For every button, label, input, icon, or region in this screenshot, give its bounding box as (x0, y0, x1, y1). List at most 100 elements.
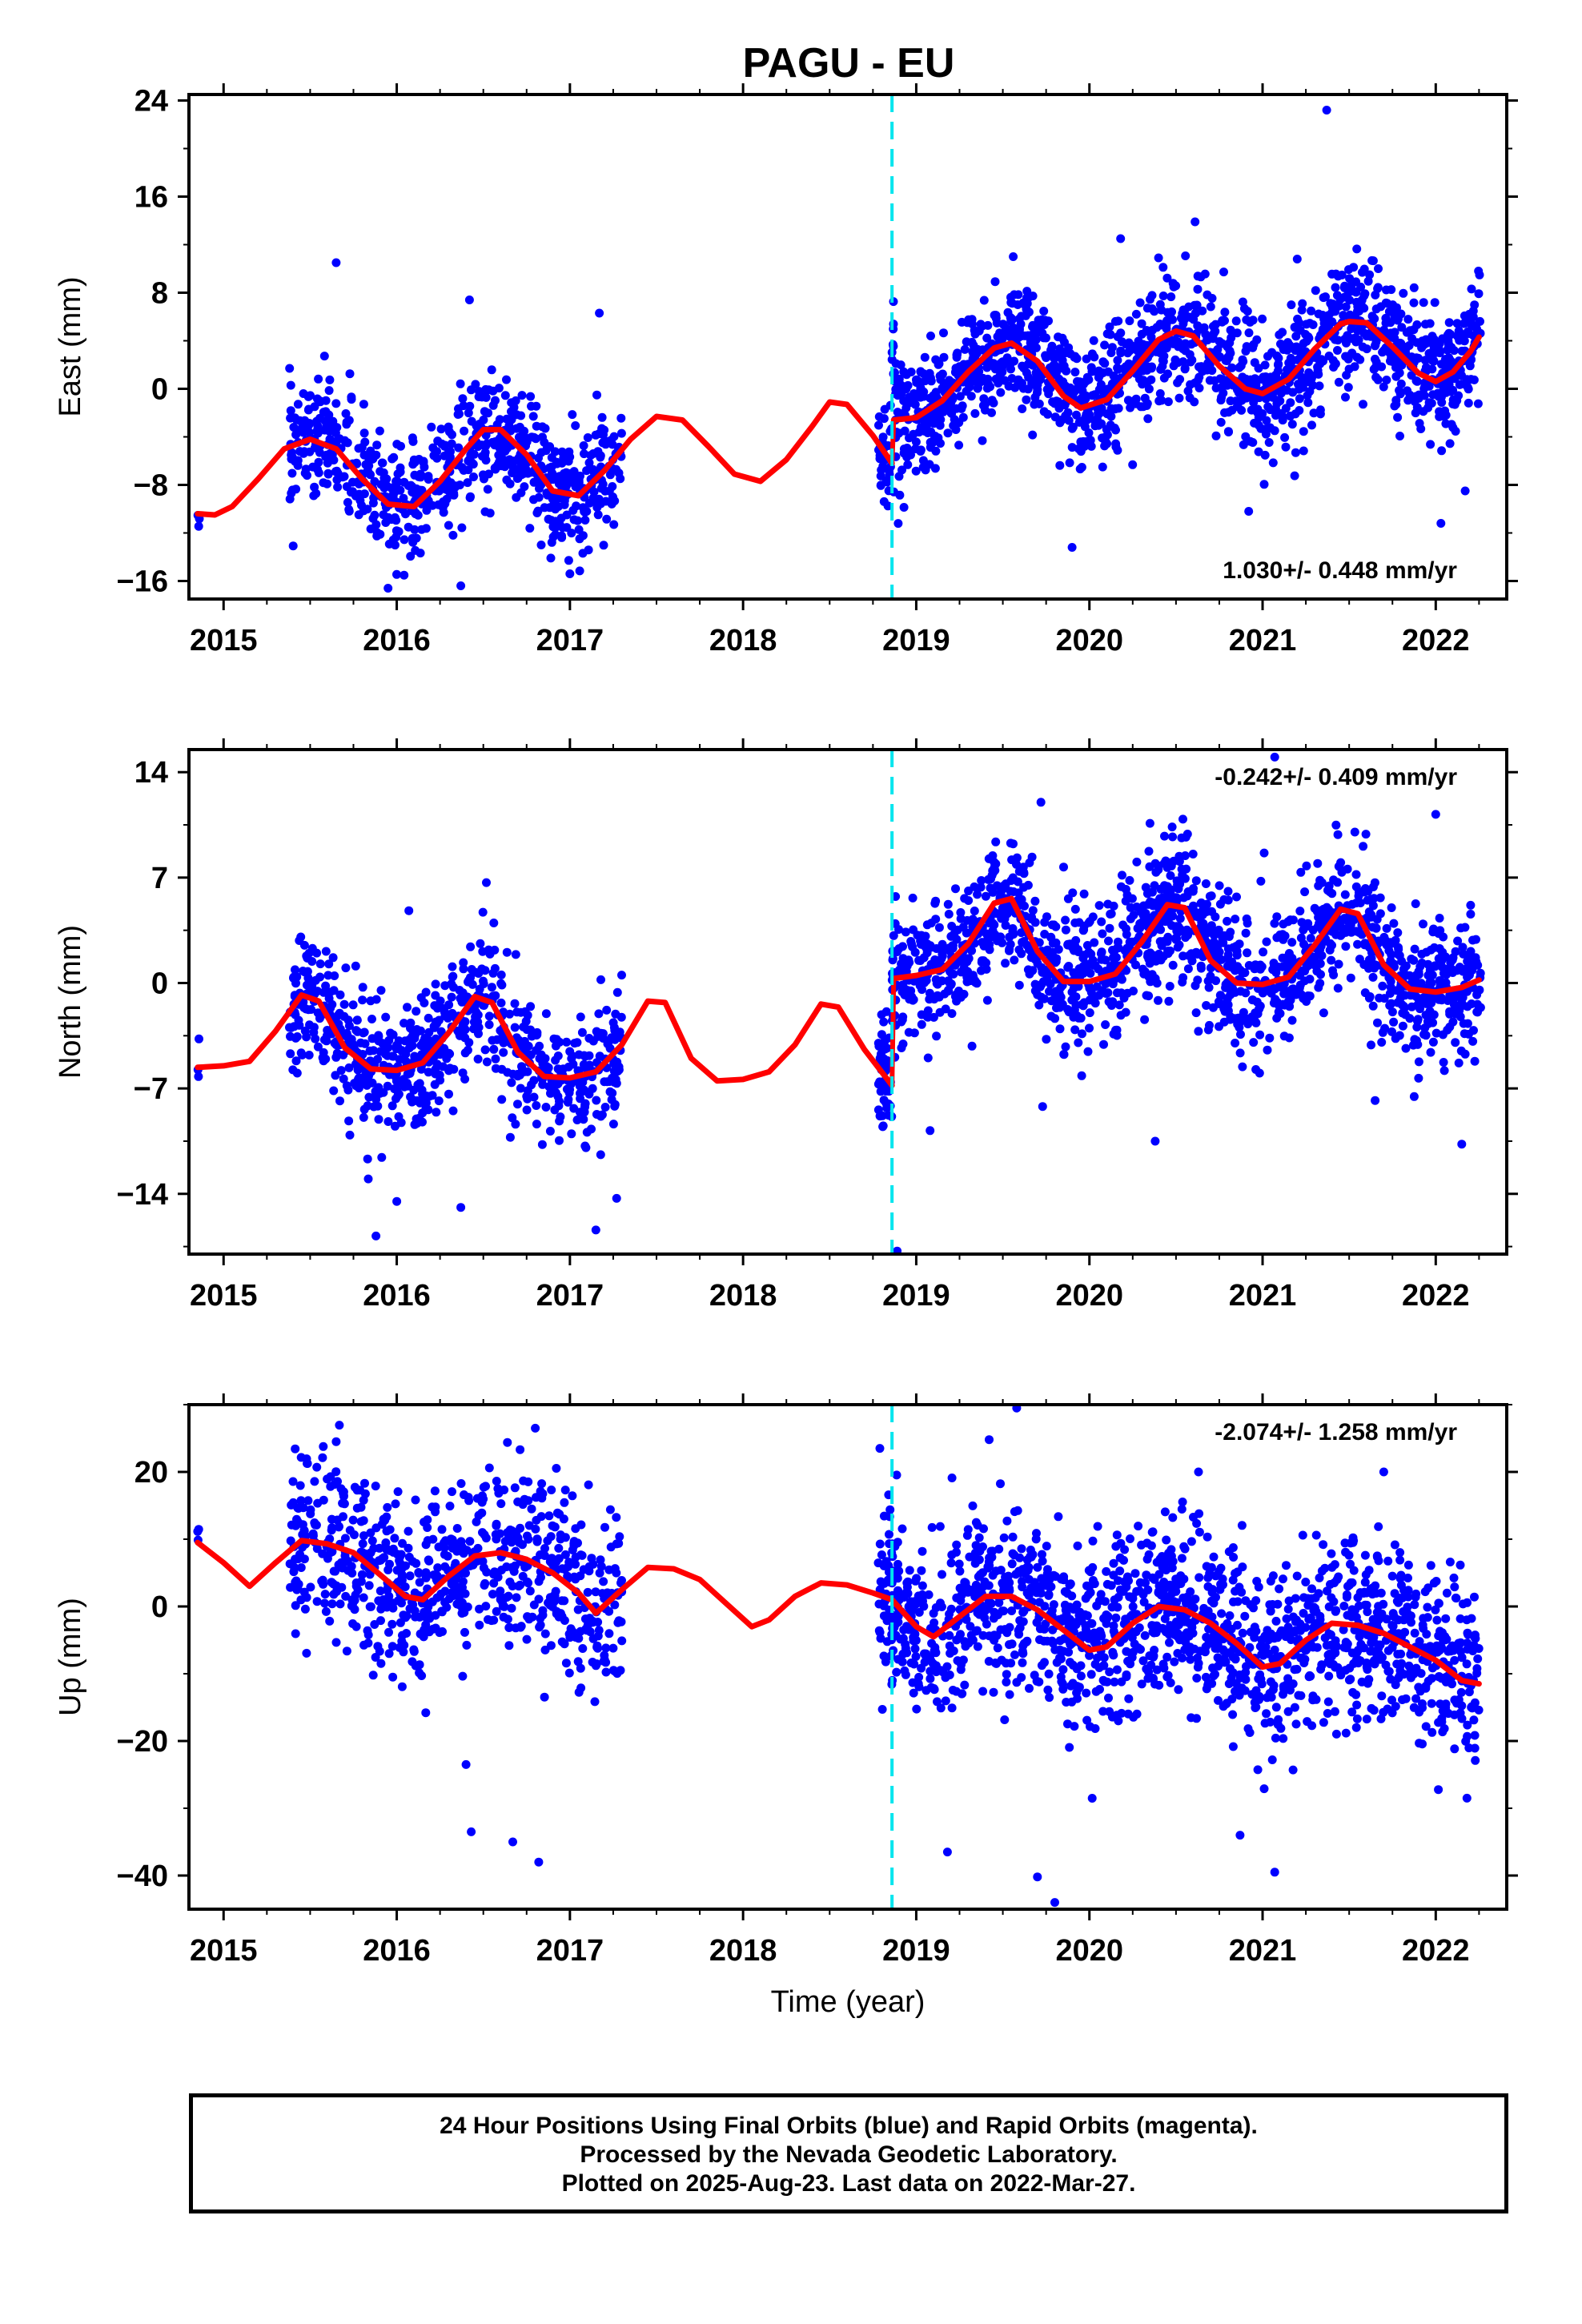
data-point (548, 1521, 557, 1530)
data-point (1092, 982, 1102, 991)
data-point (564, 1088, 574, 1098)
data-point (1178, 357, 1188, 367)
data-point (387, 1051, 397, 1061)
data-point (1020, 901, 1029, 911)
plot-frame (187, 748, 1508, 1256)
data-point (1351, 927, 1361, 936)
data-point (1302, 997, 1311, 1006)
data-point (1439, 383, 1448, 392)
data-point (911, 437, 921, 447)
data-point (1468, 935, 1477, 945)
data-point (1059, 862, 1068, 872)
data-point (427, 422, 436, 432)
data-point (1074, 968, 1083, 978)
data-point (615, 1027, 624, 1037)
data-point (1097, 955, 1106, 964)
data-point (1312, 967, 1322, 976)
data-point (1137, 329, 1146, 339)
data-point (1188, 887, 1198, 896)
data-point (404, 1043, 414, 1053)
data-point (1424, 1010, 1434, 1019)
data-point (391, 1094, 400, 1104)
data-point (1112, 1031, 1122, 1040)
data-point (448, 1487, 456, 1497)
data-point (1426, 1047, 1435, 1057)
data-point (1410, 944, 1419, 954)
data-point (343, 497, 352, 507)
data-point (997, 364, 1006, 374)
data-point (321, 947, 331, 956)
data-point (1145, 818, 1154, 828)
data-point (960, 344, 970, 354)
data-point (339, 1074, 348, 1084)
data-point (410, 1051, 420, 1061)
data-point (1274, 360, 1283, 369)
data-point (564, 456, 573, 466)
data-point (1375, 993, 1384, 1003)
data-point (437, 1606, 447, 1616)
data-point (580, 516, 590, 525)
data-point (1306, 934, 1315, 943)
data-point (1290, 323, 1299, 332)
data-point (1073, 376, 1082, 386)
data-point (1307, 306, 1316, 316)
data-point (1034, 1000, 1044, 1010)
data-point (1090, 993, 1098, 1003)
data-point (1166, 861, 1176, 870)
data-point (952, 352, 962, 362)
data-point (1302, 861, 1311, 870)
data-point (1277, 408, 1287, 418)
data-point (616, 428, 626, 438)
data-point (1427, 999, 1436, 1007)
data-point (420, 1093, 430, 1103)
data-point (487, 983, 496, 992)
data-point (588, 1084, 597, 1093)
data-point (1085, 1008, 1094, 1018)
data-point (986, 932, 995, 942)
data-point (392, 1040, 401, 1050)
data-point (440, 451, 449, 460)
data-point (344, 505, 354, 514)
data-point (1419, 298, 1428, 308)
data-point (348, 1000, 358, 1010)
data-point (1070, 946, 1078, 955)
data-point (1113, 332, 1122, 341)
data-point (1168, 832, 1178, 842)
data-point (433, 436, 443, 446)
data-point (951, 364, 961, 373)
data-point (1311, 286, 1320, 296)
data-point (194, 521, 203, 531)
data-point (529, 495, 538, 505)
data-point (1396, 379, 1406, 388)
data-point (544, 1082, 554, 1092)
data-point (1279, 1031, 1289, 1041)
data-point (1178, 814, 1187, 824)
data-point (325, 375, 335, 384)
data-point (1315, 381, 1324, 391)
velocity-rate-label: 1.030+/- 0.448 mm/yr (1223, 557, 1457, 584)
data-point (321, 1054, 331, 1063)
data-point (448, 962, 457, 971)
data-point (1206, 302, 1215, 312)
data-point (418, 1117, 427, 1127)
data-point (1419, 919, 1427, 929)
data-point (1167, 822, 1177, 832)
data-point (1084, 375, 1094, 384)
data-point (367, 1034, 377, 1043)
data-point (908, 893, 917, 903)
y-tick-label: −7 (134, 1072, 168, 1106)
data-point (1117, 988, 1126, 998)
data-point (1216, 417, 1226, 427)
data-point (1154, 995, 1162, 1005)
data-point (1390, 401, 1399, 411)
data-point (1295, 983, 1304, 993)
data-point (392, 1196, 402, 1206)
data-point (518, 1571, 528, 1581)
data-point (1363, 895, 1372, 905)
data-point (375, 426, 384, 436)
data-point (1437, 446, 1447, 456)
model-curve-1 (195, 399, 895, 518)
data-point (1309, 408, 1319, 418)
data-point (1386, 318, 1395, 328)
data-point (1144, 972, 1154, 981)
